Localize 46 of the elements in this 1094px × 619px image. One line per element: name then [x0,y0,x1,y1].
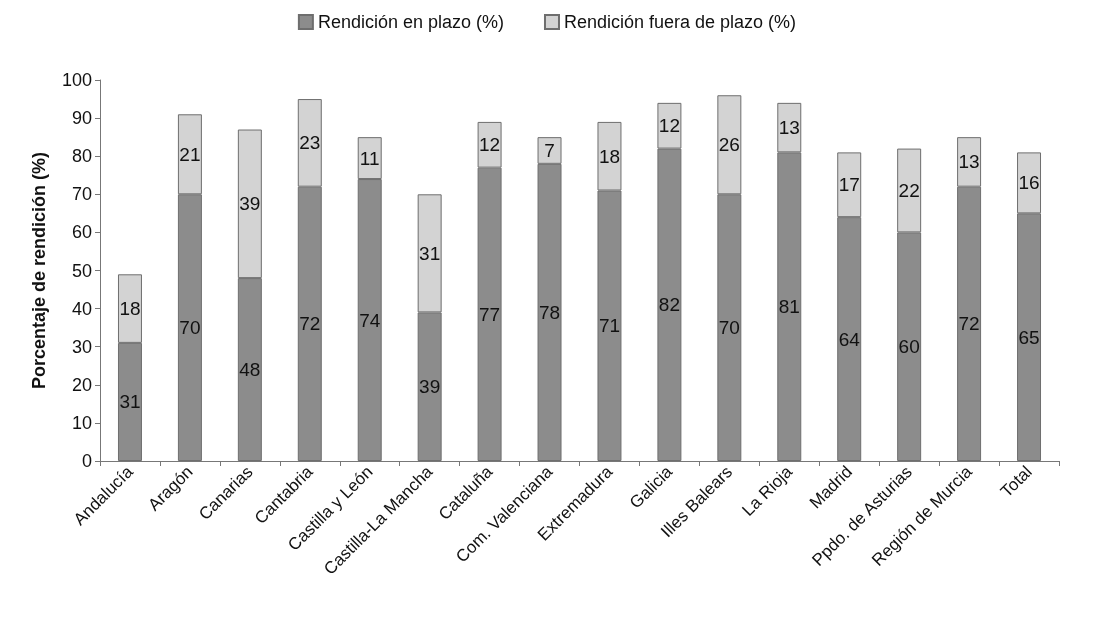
y-tick-label: 10 [71,412,92,433]
data-label: 31 [419,242,441,264]
data-label: 77 [479,303,501,325]
data-label: 13 [778,117,800,139]
data-label: 13 [958,151,980,173]
y-tick-label: 60 [71,222,92,243]
data-label: 60 [898,336,920,358]
data-label: 70 [179,317,201,339]
y-tick-label: 40 [71,298,92,319]
data-label: 72 [299,313,321,335]
data-label: 11 [359,147,380,169]
y-tick-label: 30 [71,336,92,357]
data-label: 74 [359,309,381,331]
data-label: 78 [538,301,561,323]
legend-label: Rendición fuera de plazo (%) [563,12,797,32]
y-tick-label: 50 [71,260,92,281]
legend-label: Rendición en plazo (%) [317,12,504,32]
data-label: 31 [119,391,141,413]
data-label: 81 [778,296,800,318]
data-label: 18 [598,145,621,167]
data-label: 39 [239,193,261,215]
data-label: 23 [299,132,321,154]
data-label: 21 [179,143,201,165]
data-label: 82 [658,294,680,316]
data-label: 18 [119,298,141,320]
data-label: 72 [958,313,980,335]
data-label: 70 [718,317,740,339]
data-label: 17 [838,174,860,196]
data-label: 65 [1018,326,1040,348]
data-label: 71 [598,315,621,337]
data-label: 22 [898,179,920,201]
y-tick-label: 70 [71,184,92,205]
y-tick-label: 90 [71,108,92,129]
data-label: 48 [239,359,261,381]
y-tick-label: 0 [81,451,92,471]
y-axis-title: Porcentaje de rendición (%) [29,151,49,390]
data-label: 7 [544,139,555,161]
y-tick-label: 20 [71,374,92,395]
y-tick-label: 100 [61,70,92,90]
data-label: 64 [838,328,861,350]
data-label: 16 [1018,172,1040,194]
data-label: 39 [419,376,441,398]
y-tick-label: 80 [71,146,92,167]
data-label: 12 [658,115,680,137]
data-label: 12 [479,134,501,156]
data-label: 26 [718,134,740,156]
